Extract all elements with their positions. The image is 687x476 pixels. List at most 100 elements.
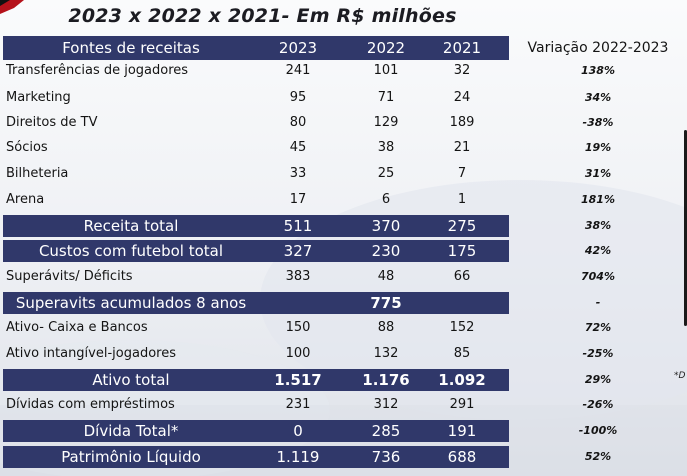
table-row-highlight: Superavits acumulados 8 anos 775 -	[0, 291, 687, 315]
value-variation: -	[595, 296, 601, 309]
value-2021: 24	[453, 90, 471, 105]
value-variation: -25%	[582, 347, 614, 360]
value-2021: 191	[447, 422, 477, 440]
value-variation: 31%	[584, 167, 612, 180]
value-2022: 230	[371, 242, 401, 260]
value-variation: 181%	[581, 193, 615, 206]
value-2021: 85	[453, 346, 471, 361]
table-row: Superávits/ Déficits 383 48 66 704%	[0, 265, 687, 289]
value-2022: 312	[373, 397, 399, 412]
value-2023: 17	[289, 192, 307, 207]
header-2023: 2023	[278, 39, 318, 57]
value-variation: 19%	[584, 141, 612, 154]
value-variation: 29%	[584, 373, 612, 386]
header-2022: 2022	[366, 39, 406, 57]
table-row: Ativo- Caixa e Bancos 150 88 152 72%	[0, 316, 687, 340]
row-label: Ativo intangível-jogadores	[6, 346, 176, 361]
row-label: Ativo- Caixa e Bancos	[6, 320, 148, 335]
value-2023: 100	[285, 346, 311, 361]
value-2022: 25	[377, 166, 395, 181]
table-row: Dívidas com empréstimos 231 312 291 -26%	[0, 393, 687, 417]
side-note: *D	[674, 371, 686, 381]
value-2021: 7	[457, 166, 467, 181]
value-variation: 42%	[584, 244, 612, 257]
value-2023: 95	[289, 90, 307, 105]
value-variation: 38%	[584, 219, 612, 232]
value-2022: 736	[371, 448, 401, 466]
row-label: Patrimônio Líquido	[61, 448, 201, 466]
highlight-band	[3, 446, 509, 468]
value-2021: 291	[449, 397, 475, 412]
header-2021: 2021	[442, 39, 482, 57]
table-row: Bilheteria 33 25 7 31%	[0, 162, 687, 186]
row-label: Receita total	[83, 217, 179, 235]
value-2023: 511	[283, 217, 313, 235]
value-2023: 1.119	[276, 448, 320, 466]
row-label: Bilheteria	[6, 166, 69, 181]
highlight-band	[3, 369, 509, 391]
value-combined: 775	[370, 294, 402, 312]
value-2023: 241	[285, 63, 311, 78]
row-label: Transferências de jogadores	[6, 63, 189, 78]
table-row: Arena 17 6 1 181%	[0, 188, 687, 212]
value-2021: 189	[449, 115, 475, 130]
edge-bar	[684, 130, 687, 326]
value-2021: 32	[453, 63, 471, 78]
table-row-highlight: Receita total 511 370 275 38%	[0, 214, 687, 238]
value-2023: 33	[289, 166, 307, 181]
table-row: Direitos de TV 80 129 189 -38%	[0, 111, 687, 135]
table-row-highlight: Patrimônio Líquido 1.119 736 688 52%	[0, 445, 687, 469]
value-2022: 88	[377, 320, 395, 335]
value-2022: 101	[373, 63, 399, 78]
highlight-band	[3, 240, 509, 262]
row-label: Direitos de TV	[6, 115, 98, 130]
value-2021: 1	[457, 192, 467, 207]
header-label: Fontes de receitas	[62, 39, 200, 57]
value-2023: 80	[289, 115, 307, 130]
value-2023: 231	[285, 397, 311, 412]
value-2022: 6	[381, 192, 391, 207]
table-row: Transferências de jogadores 241 101 32 1…	[0, 59, 687, 83]
value-2021: 21	[453, 140, 471, 155]
table-row: Ativo intangível-jogadores 100 132 85 -2…	[0, 342, 687, 366]
value-2023: 383	[285, 269, 311, 284]
value-2022: 1.176	[362, 371, 410, 389]
value-variation: 52%	[584, 450, 612, 463]
value-2022: 48	[377, 269, 395, 284]
value-2021: 1.092	[438, 371, 486, 389]
header-band	[3, 36, 509, 60]
table-header-row: Fontes de receitas 2023 2022 2021 Variaç…	[0, 36, 687, 60]
highlight-band	[3, 215, 509, 237]
table-row: Marketing 95 71 24 34%	[0, 86, 687, 110]
value-variation: 704%	[581, 270, 615, 283]
value-2021: 688	[447, 448, 477, 466]
value-2023: 1.517	[274, 371, 322, 389]
row-label: Dívida Total*	[83, 422, 179, 440]
table-row-highlight: Custos com futebol total 327 230 175 42%	[0, 239, 687, 263]
value-variation: -26%	[582, 398, 614, 411]
value-2023: 327	[283, 242, 313, 260]
value-variation: 34%	[584, 91, 612, 104]
row-label: Superavits acumulados 8 anos	[15, 294, 247, 312]
page-title: 2023 x 2022 x 2021- Em R$ milhões	[68, 5, 457, 27]
value-2022: 38	[377, 140, 395, 155]
value-2023: 0	[293, 422, 303, 440]
value-2022: 132	[373, 346, 399, 361]
row-label: Superávits/ Déficits	[6, 269, 133, 284]
row-label: Custos com futebol total	[38, 242, 224, 260]
value-2023: 45	[289, 140, 307, 155]
logo-icon	[0, 0, 24, 14]
value-2021: 66	[453, 269, 471, 284]
value-2022: 71	[377, 90, 395, 105]
value-2022: 129	[373, 115, 399, 130]
value-2022: 285	[371, 422, 401, 440]
table-row: Sócios 45 38 21 19%	[0, 136, 687, 160]
highlight-band	[3, 420, 509, 442]
value-variation: 138%	[581, 64, 615, 77]
value-variation: 72%	[584, 321, 612, 334]
value-2022: 370	[371, 217, 401, 235]
row-label: Arena	[6, 192, 45, 207]
table-row-highlight: Ativo total 1.517 1.176 1.092 29%	[0, 368, 687, 392]
value-2021: 152	[449, 320, 475, 335]
value-2021: 275	[447, 217, 477, 235]
